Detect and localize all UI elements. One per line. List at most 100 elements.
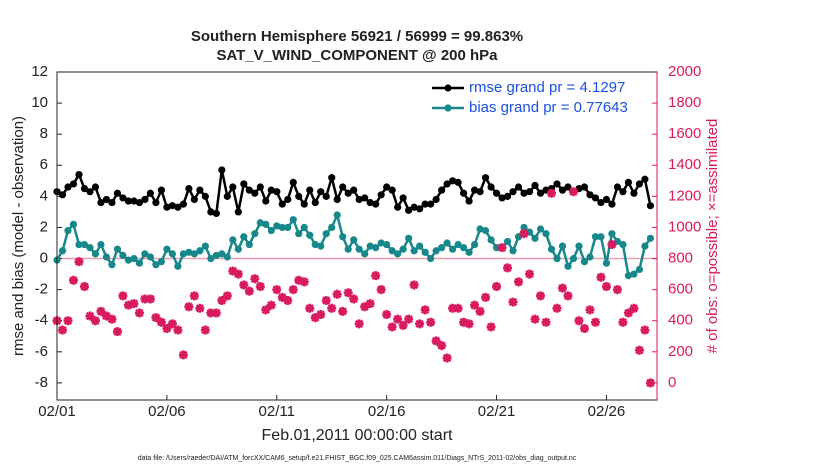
- obs-marker: [283, 296, 293, 306]
- obs-marker: [228, 266, 238, 276]
- obs-marker: [338, 306, 348, 316]
- y2-tick-label: 600: [668, 281, 693, 298]
- obs-marker: [129, 299, 139, 309]
- point: [135, 198, 144, 207]
- point: [619, 240, 627, 249]
- point: [465, 197, 473, 205]
- point: [234, 245, 242, 253]
- legend-label: bias grand pr = 0.77643: [469, 99, 628, 116]
- obs-marker: [503, 263, 513, 273]
- point: [366, 198, 374, 207]
- point: [69, 180, 78, 188]
- point: [229, 183, 237, 191]
- y-tick-label: -4: [35, 312, 48, 329]
- point: [394, 203, 402, 211]
- point: [273, 222, 281, 230]
- y2-tick-label: 1000: [668, 218, 701, 235]
- point: [212, 209, 220, 218]
- point: [295, 230, 303, 238]
- point: [146, 189, 155, 197]
- obs-marker: [79, 282, 89, 292]
- point: [602, 259, 611, 267]
- obs-marker: [596, 272, 606, 282]
- point: [322, 192, 330, 200]
- point: [525, 188, 534, 196]
- point: [223, 192, 231, 200]
- point: [322, 230, 330, 238]
- y2-axis-label: # of obs: o=possible; ×=assimilated: [704, 119, 721, 354]
- point: [432, 195, 440, 204]
- point: [86, 188, 94, 196]
- point: [350, 186, 358, 194]
- point: [201, 242, 209, 250]
- obs-marker: [508, 297, 518, 307]
- obs-marker: [112, 327, 122, 337]
- point: [361, 194, 369, 202]
- obs-marker: [222, 291, 232, 301]
- obs-marker: [206, 308, 216, 318]
- point: [185, 184, 193, 193]
- point: [306, 231, 314, 239]
- point: [344, 189, 352, 197]
- obs-marker: [288, 285, 298, 295]
- y-tick-label: -2: [35, 281, 48, 298]
- obs-marker: [393, 314, 403, 324]
- point: [586, 253, 594, 261]
- obs-marker: [612, 285, 622, 295]
- point: [575, 242, 583, 250]
- point: [421, 248, 429, 256]
- point: [179, 250, 187, 258]
- point: [119, 251, 127, 260]
- point: [339, 183, 347, 191]
- point: [514, 233, 523, 241]
- obs-marker: [277, 292, 287, 302]
- obs-marker: [239, 280, 249, 290]
- obs-marker: [327, 303, 337, 313]
- y-tick-label: 0: [40, 250, 48, 267]
- y-tick-label: 8: [40, 125, 48, 142]
- obs-marker: [470, 300, 480, 310]
- point: [229, 236, 237, 244]
- point: [646, 234, 655, 242]
- point: [641, 175, 649, 183]
- point: [317, 242, 325, 250]
- point: [124, 197, 133, 205]
- point: [251, 230, 259, 238]
- point: [75, 170, 83, 179]
- point: [333, 195, 341, 204]
- point: [608, 200, 616, 208]
- point: [427, 200, 435, 208]
- point: [481, 174, 490, 182]
- obs-marker: [541, 317, 551, 327]
- point: [300, 200, 308, 208]
- point: [465, 248, 473, 256]
- obs-marker: [420, 305, 430, 315]
- point: [383, 240, 391, 249]
- point: [410, 247, 418, 255]
- obs-marker: [645, 378, 655, 388]
- point: [624, 178, 633, 186]
- point: [333, 211, 341, 219]
- point: [212, 251, 220, 260]
- obs-marker: [486, 322, 496, 332]
- obs-marker: [140, 294, 150, 304]
- obs-marker: [349, 294, 359, 304]
- obs-marker: [557, 283, 567, 293]
- y2-tick-label: 2000: [668, 63, 701, 80]
- obs-marker: [563, 291, 573, 301]
- point: [547, 245, 556, 253]
- obs-marker: [195, 303, 205, 313]
- obs-marker: [640, 325, 650, 335]
- obs-marker: [156, 317, 166, 327]
- obs-marker: [382, 310, 392, 320]
- chart-title: Southern Hemisphere 56921 / 56999 = 99.8…: [191, 28, 523, 45]
- point: [613, 183, 622, 191]
- obs-marker: [371, 271, 381, 281]
- obs-marker: [310, 313, 320, 323]
- obs-marker: [101, 311, 111, 321]
- x-tick-label: 02/21: [478, 403, 516, 420]
- obs-marker: [634, 345, 644, 355]
- x-tick-label: 02/06: [148, 403, 186, 420]
- obs-marker: [189, 291, 199, 301]
